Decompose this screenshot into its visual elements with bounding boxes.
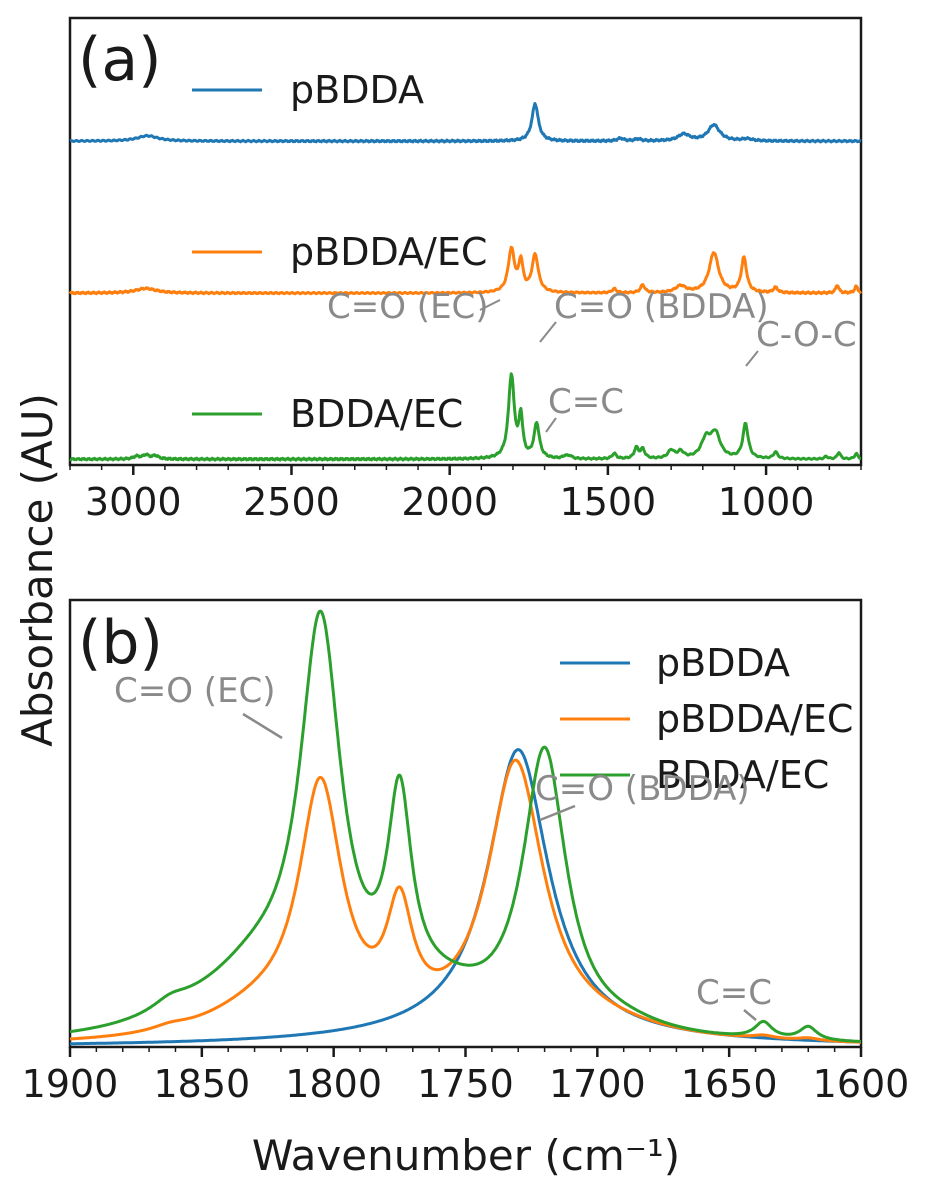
xtick-label-b-1650: 1650: [681, 1062, 778, 1106]
panel-b: (b) 1900 1850 1800 1750 1700 1650 1600 pBDDA p…: [22, 598, 910, 1180]
panel-a-frame: [68, 16, 863, 467]
annotation-b-cc-leader: [743, 1009, 757, 1021]
annotation-a-co-bdda-leader: [539, 321, 557, 343]
annotation-a-coc-leader: [745, 350, 759, 367]
panel-a-label: (a): [78, 25, 162, 95]
annotation-b-co-ec-leader: [242, 712, 283, 740]
panel-b-xticks: 1900 1850 1800 1750 1700 1650 1600: [22, 1047, 910, 1106]
annotation-a-co-bdda: C=O (BDDA): [554, 287, 769, 327]
annotation-a-coc: C-O-C: [756, 315, 857, 355]
annotation-a-cc-leader: [545, 417, 557, 433]
panel-a-xticks: 3000 2500 2000 1500 1000: [69, 465, 862, 524]
xtick-label-a-1000: 1000: [718, 480, 815, 524]
legend-b-pbdda-ec-label: pBDDA/EC: [656, 697, 853, 741]
xtick-label-a-2000: 2000: [401, 480, 498, 524]
panel-a-series: [68, 102, 863, 462]
panel-b-legend: pBDDA pBDDA/EC BDDA/EC: [560, 641, 853, 797]
xtick-label-a-2500: 2500: [243, 480, 340, 524]
annotation-b-co-bdda: C=O (BDDA): [535, 769, 750, 809]
series-b-bdda-ec: [69, 609, 862, 1043]
annotation-a-cc: C=C: [548, 382, 624, 422]
xtick-label-b-1900: 1900: [22, 1062, 119, 1106]
annotation-b-cc: C=C: [696, 973, 772, 1013]
legend-a-pbdda-label: pBDDA: [290, 68, 424, 112]
panel-a-legend: pBDDA pBDDA/EC BDDA/EC: [192, 68, 487, 436]
y-axis-label: Absorbance (AU): [13, 393, 62, 747]
xtick-label-a-1500: 1500: [560, 480, 657, 524]
annotation-a-co-ec-leader: [479, 299, 501, 311]
xtick-label-b-1800: 1800: [285, 1062, 382, 1106]
x-axis-label: Wavenumber (cm⁻¹): [252, 1131, 680, 1180]
panel-a-annotations: C=O (EC) C=O (BDDA) C=C C-O-C: [327, 287, 857, 433]
annotation-a-co-ec: C=O (EC): [327, 287, 489, 327]
series-a-pbdda: [69, 102, 862, 144]
xtick-label-a-3000: 3000: [85, 480, 182, 524]
xtick-label-b-1600: 1600: [813, 1062, 910, 1106]
xtick-label-b-1750: 1750: [417, 1062, 514, 1106]
annotation-b-co-ec: C=O (EC): [114, 671, 276, 711]
annotation-b-co-bdda-leader: [539, 804, 576, 822]
legend-b-bdda-ec-label: BDDA/EC: [656, 753, 829, 797]
panel-b-label: (b): [78, 608, 163, 678]
legend-a-pbdda-ec-label: pBDDA/EC: [290, 230, 487, 274]
series-a-pbdda-ec: [68, 245, 863, 296]
xtick-label-b-1850: 1850: [153, 1062, 250, 1106]
legend-b-pbdda-label: pBDDA: [656, 641, 790, 685]
panel-b-annotations: C=O (EC) C=O (BDDA) C=C: [114, 671, 772, 1021]
panel-a: (a) 3000 2500 2000 1500 1000 pBDDA pBDDA/EC …: [68, 16, 863, 524]
panel-b-series: [69, 609, 862, 1046]
series-a-bdda-ec: [69, 372, 862, 462]
xtick-label-b-1700: 1700: [549, 1062, 646, 1106]
legend-a-bdda-ec-label: BDDA/EC: [290, 392, 463, 436]
